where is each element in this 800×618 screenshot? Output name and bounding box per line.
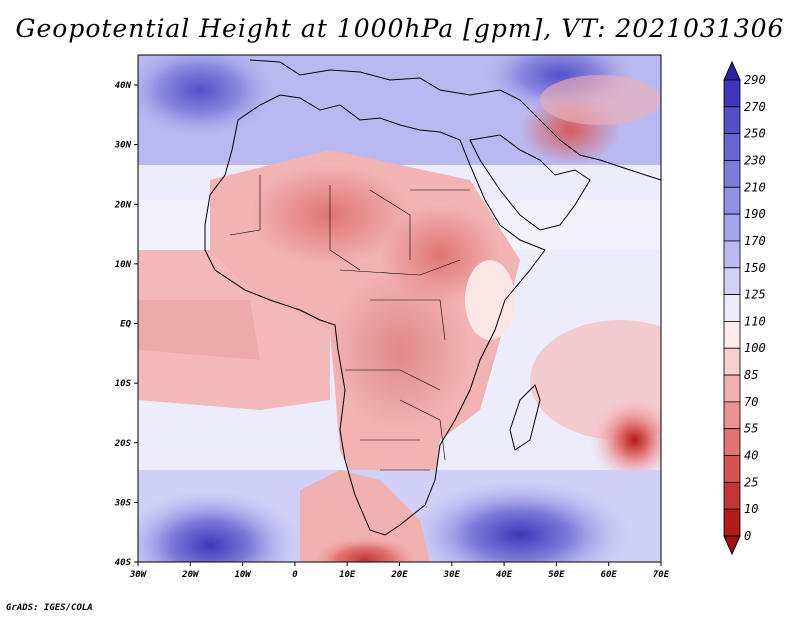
colorbar-segment xyxy=(723,428,741,456)
colorbar-label: 270 xyxy=(744,100,766,114)
colorbar-segment xyxy=(723,294,741,322)
lat-tick-label: 30S xyxy=(114,498,132,508)
colorbar-label: 125 xyxy=(744,288,766,302)
colorbar-label: 25 xyxy=(744,475,758,489)
africa-coastline xyxy=(204,94,546,536)
height-field xyxy=(138,55,661,562)
lat-tick-label: 10S xyxy=(115,379,132,389)
colorbar-segment xyxy=(723,347,741,376)
map-title: Geopotential Height at 1000hPa [gpm], VT… xyxy=(15,14,785,43)
colorbar-label: 0 xyxy=(744,529,751,543)
colorbar: 2902702502302101901701501251101008570554… xyxy=(723,60,766,556)
lon-tick-label: 20W xyxy=(181,570,200,580)
lon-tick-label: 60E xyxy=(601,570,618,580)
lon-tick-label: 10W xyxy=(234,570,252,580)
colorbar-segment xyxy=(723,374,741,403)
colorbar-segment xyxy=(723,267,741,295)
colorbar-segment xyxy=(723,240,741,269)
grads-credit: GrADS: IGES/COLA xyxy=(6,603,93,613)
colorbar-segment xyxy=(723,508,741,537)
lon-axis: 30W 20W 10W 0 10E 20E 30E 40E 50E 60E 70E xyxy=(129,562,670,580)
lon-tick-label: 20E xyxy=(390,570,408,580)
lat-axis: 40N 30N 20N 10N EQ 10S 20S 30S 40S xyxy=(114,81,138,568)
colorbar-label: 170 xyxy=(744,234,766,248)
lon-tick-label: 40E xyxy=(496,570,513,580)
lat-tick-label: EQ xyxy=(120,320,131,330)
colorbar-segment xyxy=(723,321,741,349)
colorbar-segment xyxy=(723,401,741,430)
lat-tick-label: 40N xyxy=(115,81,132,91)
lon-tick-label: 50E xyxy=(548,570,565,580)
colorbar-segment xyxy=(723,160,741,188)
colorbar-label: 85 xyxy=(744,368,758,382)
lat-tick-label: 20S xyxy=(114,439,132,449)
colorbar-label: 290 xyxy=(744,73,766,87)
colorbar-label: 40 xyxy=(744,449,758,463)
colorbar-segment xyxy=(723,186,741,215)
coastlines xyxy=(204,59,662,536)
lon-tick-label: 10E xyxy=(339,570,356,580)
colorbar-label: 70 xyxy=(744,395,758,409)
lat-tick-label: 40S xyxy=(115,558,132,568)
colorbar-label: 10 xyxy=(744,502,758,516)
colorbar-top-arrow xyxy=(723,60,741,81)
colorbar-segment xyxy=(723,481,741,510)
colorbar-bottom-arrow xyxy=(723,535,741,556)
colorbar-segment xyxy=(723,455,741,483)
country-borders xyxy=(229,175,470,471)
colorbar-label: 110 xyxy=(744,314,766,328)
colorbar-segment xyxy=(723,213,741,242)
colorbar-segment xyxy=(723,79,741,108)
colorbar-label: 55 xyxy=(744,422,758,436)
colorbar-label: 250 xyxy=(744,127,766,141)
lat-tick-label: 20N xyxy=(114,200,132,210)
madagascar-coastline xyxy=(509,384,541,451)
lat-tick-label: 10N xyxy=(115,260,132,270)
colorbar-segment xyxy=(723,106,741,135)
colorbar-label: 190 xyxy=(744,207,766,221)
lat-tick-label: 30N xyxy=(114,141,132,151)
arabia-coastline xyxy=(469,134,591,231)
colorbar-label: 100 xyxy=(744,341,766,355)
lon-tick-label: 30W xyxy=(129,570,148,580)
colorbar-label: 210 xyxy=(744,180,766,194)
eurasia-coastline xyxy=(249,59,662,181)
colorbar-segment xyxy=(723,133,741,161)
lon-tick-label: 70E xyxy=(653,570,670,580)
colorbar-label: 150 xyxy=(744,261,766,275)
lon-tick-label: 30E xyxy=(443,570,461,580)
lon-tick-label: 0 xyxy=(292,570,298,580)
colorbar-label: 230 xyxy=(744,153,766,167)
